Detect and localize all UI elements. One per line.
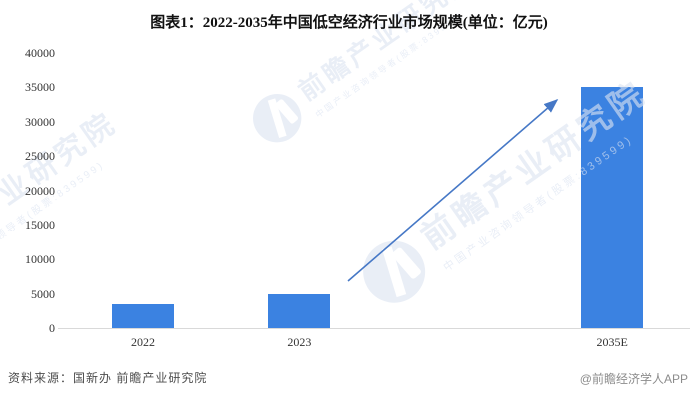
brand-logo-icon [243, 84, 311, 152]
y-tick-label: 40000 [25, 46, 55, 60]
y-tick-label: 30000 [25, 114, 55, 129]
chart-title: 图表1：2022-2035年中国低空经济行业市场规模(单位：亿元) [150, 15, 548, 31]
y-tick-label: 5000 [31, 286, 55, 301]
source-note: 资料来源：国新办 前瞻产业研究院 [8, 371, 208, 385]
bar-2035E [581, 87, 644, 328]
x-tick-label: 2022 [131, 335, 155, 349]
bar-2022 [112, 303, 174, 328]
brand-logo-icon [350, 228, 438, 315]
x-tick-label: 2035E [596, 335, 628, 349]
x-axis-line [58, 328, 690, 329]
credit-note: @前瞻经济学人APP [579, 372, 688, 386]
y-tick-label: 10000 [25, 252, 55, 267]
y-tick-label: 35000 [25, 80, 55, 95]
y-tick-label: 0 [49, 321, 55, 335]
x-tick-label: 2023 [287, 335, 312, 349]
y-tick-label: 15000 [25, 217, 55, 232]
y-tick-label: 20000 [25, 183, 55, 198]
bar-2023 [268, 293, 331, 328]
y-tick-label: 25000 [25, 149, 55, 164]
